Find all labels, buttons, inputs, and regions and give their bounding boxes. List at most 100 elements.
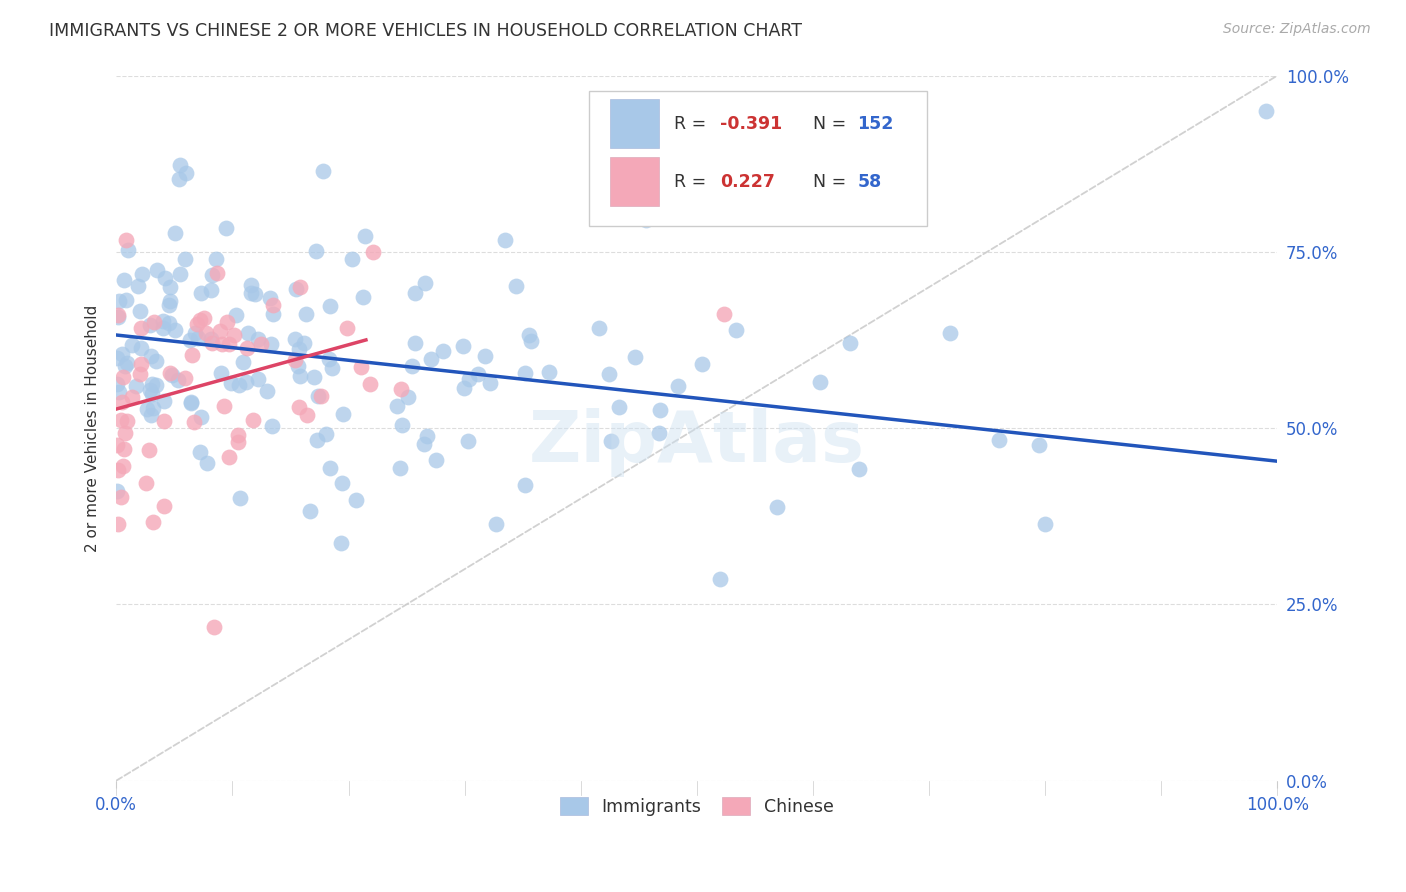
Point (413, 277, 436, 291)
Point (219, 376, 242, 391)
Point (111, 347, 134, 361)
Text: IMMIGRANTS VS CHINESE 2 OR MORE VEHICLES IN HOUSEHOLD CORRELATION CHART: IMMIGRANTS VS CHINESE 2 OR MORE VEHICLES… (49, 22, 803, 40)
Point (107, 463, 129, 477)
Point (623, 350, 645, 364)
Point (159, 366, 181, 380)
Point (146, 263, 169, 277)
Point (165, 226, 187, 240)
Point (396, 391, 419, 405)
Point (153, 270, 176, 285)
Point (115, 356, 138, 370)
Point (136, 402, 159, 417)
Point (388, 461, 411, 475)
Point (108, 384, 131, 399)
Point (302, 370, 325, 384)
Text: N =: N = (813, 173, 852, 191)
Point (139, 318, 162, 332)
Point (1028, 438, 1050, 452)
Point (690, 357, 713, 371)
Point (344, 493, 367, 508)
Point (184, 326, 207, 340)
Point (284, 332, 307, 346)
Point (309, 389, 332, 403)
Point (153, 414, 176, 428)
Point (107, 517, 129, 532)
Legend: Immigrants, Chinese: Immigrants, Chinese (551, 789, 842, 825)
Point (141, 386, 163, 401)
Point (648, 403, 671, 417)
Point (169, 158, 191, 172)
Point (200, 268, 222, 282)
Point (181, 348, 204, 362)
Point (538, 365, 561, 379)
Point (145, 353, 167, 368)
Point (848, 462, 870, 476)
Point (307, 389, 329, 403)
Point (129, 357, 152, 371)
Text: Source: ZipAtlas.com: Source: ZipAtlas.com (1223, 22, 1371, 37)
Point (131, 268, 153, 282)
Point (138, 442, 160, 457)
Point (235, 375, 257, 389)
Point (336, 320, 359, 334)
Point (141, 377, 163, 392)
Point (139, 349, 162, 363)
Point (111, 395, 134, 409)
Point (385, 399, 408, 413)
Point (713, 307, 735, 321)
Point (176, 165, 198, 179)
Point (105, 483, 128, 498)
Point (478, 376, 501, 391)
Point (180, 396, 202, 410)
Point (648, 426, 671, 441)
Point (312, 164, 335, 178)
Point (724, 323, 747, 337)
Point (1035, 517, 1057, 532)
Point (201, 336, 224, 351)
Point (188, 313, 211, 327)
Point (404, 286, 426, 301)
Point (142, 401, 165, 416)
Point (295, 408, 318, 422)
Point (513, 478, 536, 492)
Point (209, 366, 232, 380)
Text: N =: N = (813, 115, 852, 133)
Point (288, 343, 311, 357)
Point (121, 337, 143, 351)
Point (190, 285, 212, 300)
Point (247, 372, 270, 386)
Point (240, 277, 263, 292)
Point (236, 326, 259, 340)
Point (240, 285, 263, 300)
Point (401, 359, 423, 373)
Point (200, 332, 222, 346)
Point (283, 352, 305, 367)
Point (139, 408, 162, 422)
Point (245, 287, 267, 301)
Point (186, 317, 208, 331)
Point (247, 332, 270, 346)
Point (598, 367, 620, 381)
Point (838, 336, 860, 351)
Point (152, 321, 174, 335)
Point (143, 315, 166, 329)
Point (105, 438, 128, 452)
Point (157, 298, 180, 312)
Point (420, 351, 443, 366)
Point (160, 368, 183, 383)
Point (214, 220, 236, 235)
Point (167, 171, 190, 186)
Point (457, 372, 479, 386)
Point (425, 452, 447, 467)
Point (260, 337, 283, 351)
Point (332, 476, 354, 491)
Point (200, 283, 222, 297)
Point (290, 369, 312, 384)
Point (121, 390, 143, 404)
Point (205, 266, 228, 280)
Point (404, 336, 426, 351)
Point (110, 490, 132, 504)
Point (169, 268, 191, 282)
FancyBboxPatch shape (589, 91, 927, 226)
Point (288, 400, 311, 414)
